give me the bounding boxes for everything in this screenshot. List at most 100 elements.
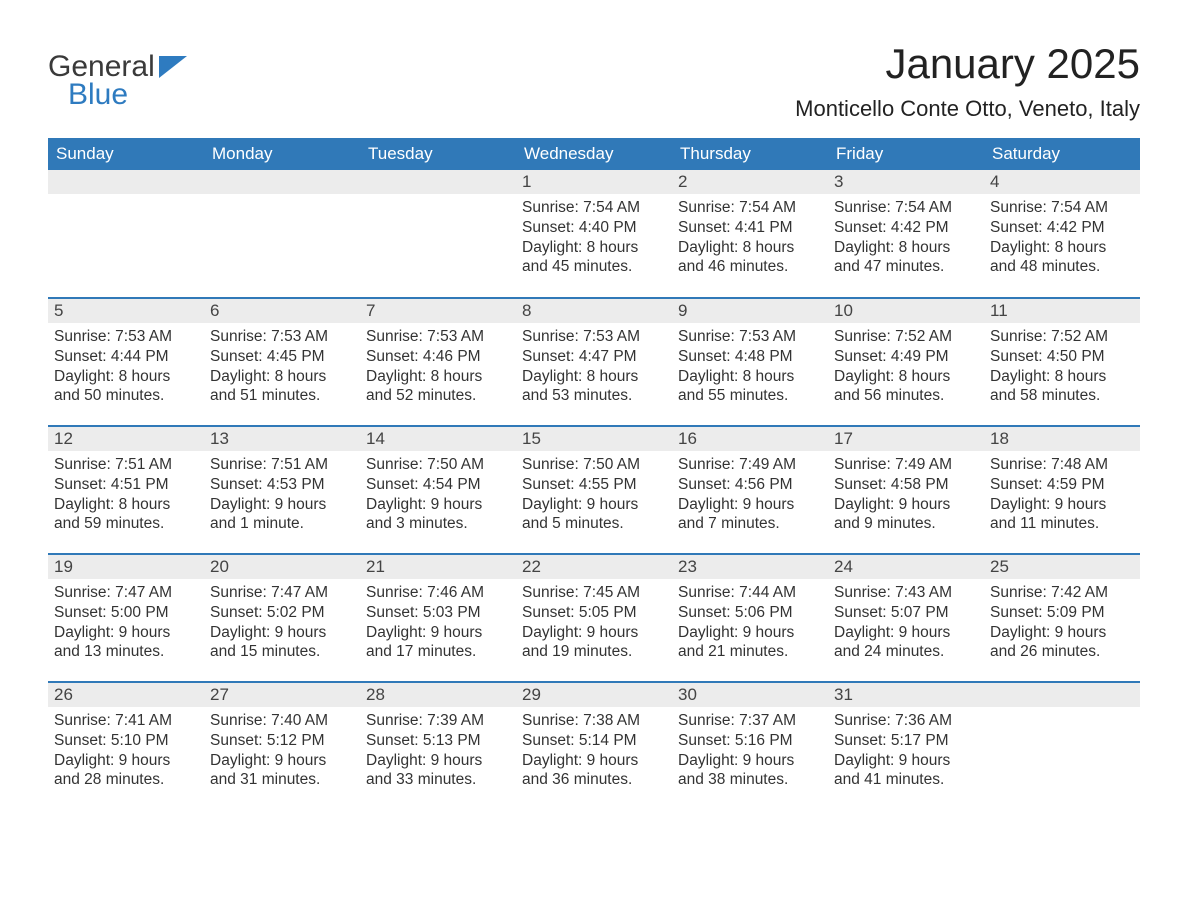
day-number: 14: [360, 427, 516, 451]
day-number: [48, 170, 204, 194]
sunset-text: Sunset: 5:00 PM: [54, 603, 198, 623]
sunrise-text: Sunrise: 7:40 AM: [210, 711, 354, 731]
calendar-day-cell: [48, 170, 204, 298]
sunrise-text: Sunrise: 7:42 AM: [990, 583, 1134, 603]
daylight-text: Daylight: 9 hours and 5 minutes.: [522, 495, 666, 535]
daylight-text: Daylight: 8 hours and 48 minutes.: [990, 238, 1134, 278]
daylight-text: Daylight: 8 hours and 53 minutes.: [522, 367, 666, 407]
logo: General Blue: [48, 52, 187, 110]
sunset-text: Sunset: 5:09 PM: [990, 603, 1134, 623]
calendar-day-cell: 26Sunrise: 7:41 AMSunset: 5:10 PMDayligh…: [48, 682, 204, 810]
daylight-text: Daylight: 9 hours and 28 minutes.: [54, 751, 198, 791]
sunset-text: Sunset: 5:05 PM: [522, 603, 666, 623]
day-details: Sunrise: 7:53 AMSunset: 4:44 PMDaylight:…: [48, 323, 204, 414]
daylight-text: Daylight: 9 hours and 13 minutes.: [54, 623, 198, 663]
daylight-text: Daylight: 9 hours and 3 minutes.: [366, 495, 510, 535]
location: Monticello Conte Otto, Veneto, Italy: [795, 96, 1140, 122]
calendar-day-cell: 27Sunrise: 7:40 AMSunset: 5:12 PMDayligh…: [204, 682, 360, 810]
day-details: Sunrise: 7:54 AMSunset: 4:41 PMDaylight:…: [672, 194, 828, 285]
month-title: January 2025: [795, 40, 1140, 88]
calendar-day-cell: 18Sunrise: 7:48 AMSunset: 4:59 PMDayligh…: [984, 426, 1140, 554]
day-details: Sunrise: 7:54 AMSunset: 4:40 PMDaylight:…: [516, 194, 672, 285]
calendar-week-row: 12Sunrise: 7:51 AMSunset: 4:51 PMDayligh…: [48, 426, 1140, 554]
day-number: 19: [48, 555, 204, 579]
day-details: Sunrise: 7:54 AMSunset: 4:42 PMDaylight:…: [828, 194, 984, 285]
sunset-text: Sunset: 4:41 PM: [678, 218, 822, 238]
daylight-text: Daylight: 9 hours and 24 minutes.: [834, 623, 978, 663]
calendar-day-cell: 11Sunrise: 7:52 AMSunset: 4:50 PMDayligh…: [984, 298, 1140, 426]
weekday-header: Thursday: [672, 138, 828, 170]
day-number: 1: [516, 170, 672, 194]
day-number: 9: [672, 299, 828, 323]
sunset-text: Sunset: 4:56 PM: [678, 475, 822, 495]
sunrise-text: Sunrise: 7:53 AM: [366, 327, 510, 347]
sunset-text: Sunset: 5:12 PM: [210, 731, 354, 751]
sunset-text: Sunset: 5:10 PM: [54, 731, 198, 751]
sunrise-text: Sunrise: 7:53 AM: [522, 327, 666, 347]
calendar-day-cell: 15Sunrise: 7:50 AMSunset: 4:55 PMDayligh…: [516, 426, 672, 554]
daylight-text: Daylight: 9 hours and 7 minutes.: [678, 495, 822, 535]
sunrise-text: Sunrise: 7:45 AM: [522, 583, 666, 603]
daylight-text: Daylight: 8 hours and 58 minutes.: [990, 367, 1134, 407]
sunset-text: Sunset: 4:44 PM: [54, 347, 198, 367]
day-number: 2: [672, 170, 828, 194]
calendar-day-cell: 10Sunrise: 7:52 AMSunset: 4:49 PMDayligh…: [828, 298, 984, 426]
sunset-text: Sunset: 4:48 PM: [678, 347, 822, 367]
day-number: 27: [204, 683, 360, 707]
day-number: [984, 683, 1140, 707]
day-details: Sunrise: 7:51 AMSunset: 4:51 PMDaylight:…: [48, 451, 204, 542]
calendar-table: Sunday Monday Tuesday Wednesday Thursday…: [48, 138, 1140, 810]
daylight-text: Daylight: 8 hours and 52 minutes.: [366, 367, 510, 407]
title-block: January 2025 Monticello Conte Otto, Vene…: [795, 40, 1140, 134]
sunset-text: Sunset: 5:13 PM: [366, 731, 510, 751]
calendar-day-cell: 3Sunrise: 7:54 AMSunset: 4:42 PMDaylight…: [828, 170, 984, 298]
day-number: 13: [204, 427, 360, 451]
calendar-week-row: 5Sunrise: 7:53 AMSunset: 4:44 PMDaylight…: [48, 298, 1140, 426]
day-details: Sunrise: 7:43 AMSunset: 5:07 PMDaylight:…: [828, 579, 984, 670]
day-number: 25: [984, 555, 1140, 579]
weekday-header: Monday: [204, 138, 360, 170]
calendar-day-cell: 6Sunrise: 7:53 AMSunset: 4:45 PMDaylight…: [204, 298, 360, 426]
daylight-text: Daylight: 9 hours and 31 minutes.: [210, 751, 354, 791]
day-number: 24: [828, 555, 984, 579]
day-number: 29: [516, 683, 672, 707]
daylight-text: Daylight: 8 hours and 46 minutes.: [678, 238, 822, 278]
sunrise-text: Sunrise: 7:47 AM: [54, 583, 198, 603]
sunrise-text: Sunrise: 7:51 AM: [210, 455, 354, 475]
day-details: Sunrise: 7:52 AMSunset: 4:50 PMDaylight:…: [984, 323, 1140, 414]
sunrise-text: Sunrise: 7:52 AM: [834, 327, 978, 347]
day-number: 11: [984, 299, 1140, 323]
day-details: Sunrise: 7:45 AMSunset: 5:05 PMDaylight:…: [516, 579, 672, 670]
sunrise-text: Sunrise: 7:49 AM: [678, 455, 822, 475]
sunset-text: Sunset: 4:55 PM: [522, 475, 666, 495]
day-number: 28: [360, 683, 516, 707]
daylight-text: Daylight: 9 hours and 26 minutes.: [990, 623, 1134, 663]
day-details: Sunrise: 7:53 AMSunset: 4:46 PMDaylight:…: [360, 323, 516, 414]
calendar-day-cell: 30Sunrise: 7:37 AMSunset: 5:16 PMDayligh…: [672, 682, 828, 810]
day-number: [204, 170, 360, 194]
sunrise-text: Sunrise: 7:48 AM: [990, 455, 1134, 475]
calendar-day-cell: 20Sunrise: 7:47 AMSunset: 5:02 PMDayligh…: [204, 554, 360, 682]
sunset-text: Sunset: 5:07 PM: [834, 603, 978, 623]
sunset-text: Sunset: 4:53 PM: [210, 475, 354, 495]
sunrise-text: Sunrise: 7:53 AM: [54, 327, 198, 347]
day-number: 31: [828, 683, 984, 707]
calendar-day-cell: 1Sunrise: 7:54 AMSunset: 4:40 PMDaylight…: [516, 170, 672, 298]
calendar-day-cell: [984, 682, 1140, 810]
calendar-day-cell: [204, 170, 360, 298]
day-details: Sunrise: 7:49 AMSunset: 4:58 PMDaylight:…: [828, 451, 984, 542]
weekday-header: Saturday: [984, 138, 1140, 170]
calendar-day-cell: 9Sunrise: 7:53 AMSunset: 4:48 PMDaylight…: [672, 298, 828, 426]
calendar-week-row: 1Sunrise: 7:54 AMSunset: 4:40 PMDaylight…: [48, 170, 1140, 298]
day-number: 8: [516, 299, 672, 323]
day-details: Sunrise: 7:44 AMSunset: 5:06 PMDaylight:…: [672, 579, 828, 670]
day-details: Sunrise: 7:54 AMSunset: 4:42 PMDaylight:…: [984, 194, 1140, 285]
sunrise-text: Sunrise: 7:54 AM: [522, 198, 666, 218]
calendar-day-cell: 2Sunrise: 7:54 AMSunset: 4:41 PMDaylight…: [672, 170, 828, 298]
sunrise-text: Sunrise: 7:46 AM: [366, 583, 510, 603]
sunrise-text: Sunrise: 7:54 AM: [834, 198, 978, 218]
calendar-week-row: 19Sunrise: 7:47 AMSunset: 5:00 PMDayligh…: [48, 554, 1140, 682]
day-details: Sunrise: 7:53 AMSunset: 4:47 PMDaylight:…: [516, 323, 672, 414]
day-details: Sunrise: 7:40 AMSunset: 5:12 PMDaylight:…: [204, 707, 360, 798]
sunrise-text: Sunrise: 7:37 AM: [678, 711, 822, 731]
